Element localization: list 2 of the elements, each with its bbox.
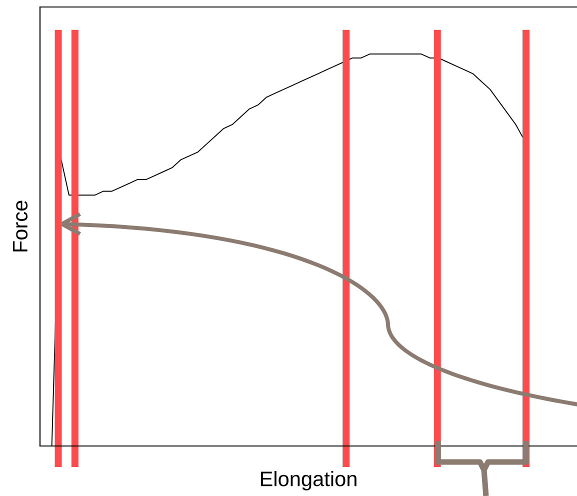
x-axis-title: Elongation: [260, 471, 356, 490]
y-axis-title: Force: [13, 200, 28, 252]
